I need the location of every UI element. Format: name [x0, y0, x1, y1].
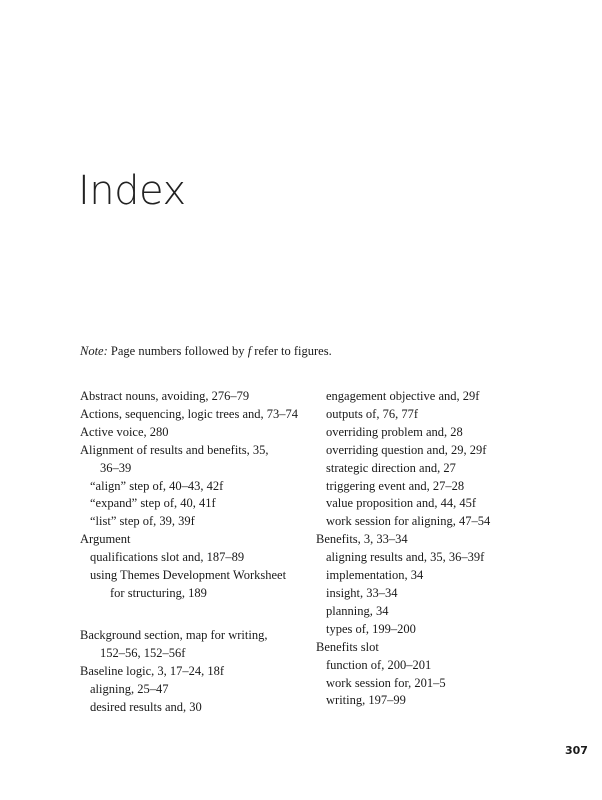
page-number: 307	[565, 744, 588, 757]
index-subentry: 152–56, 152–56f	[100, 645, 186, 660]
index-subentry: for structuring, 189	[110, 585, 207, 600]
index-entry: Abstract nouns, avoiding, 276–79	[80, 389, 250, 403]
index-subentry: implementation, 34	[326, 568, 424, 583]
entry-gap	[80, 603, 310, 627]
index-subentry: planning, 34	[326, 603, 389, 618]
index-subentry: aligning, 25–47	[90, 681, 169, 696]
index-subentry: aligning results and, 35, 36–39f	[326, 550, 485, 565]
index-column-right: engagement objective and, 29f outputs of,…	[316, 388, 546, 710]
index-subentry: types of, 199–200	[326, 621, 416, 636]
index-subentry: work session for aligning, 47–54	[326, 514, 491, 529]
index-column-left: Abstract nouns, avoiding, 276–79 Actions,…	[80, 388, 310, 716]
index-subentry: outputs of, 76, 77f	[326, 406, 419, 421]
index-subentry: insight, 33–34	[326, 585, 398, 600]
index-entry: Actions, sequencing, logic trees and, 73…	[80, 406, 299, 421]
index-entry: Benefits slot	[316, 639, 379, 654]
note-text: Page numbers followed by	[107, 344, 248, 358]
note-f: f	[247, 344, 252, 358]
index-subentry: overriding problem and, 28	[326, 424, 463, 439]
index-entry: Argument	[80, 532, 131, 547]
index-note: Note: Page numbers followed by f refer t…	[80, 344, 332, 359]
index-subentry: qualifications slot and, 187–89	[90, 550, 245, 565]
index-entry: Baseline logic, 3, 17–24, 18f	[80, 663, 225, 678]
index-subentry: “expand” step of, 40, 41f	[90, 496, 216, 511]
index-entry: Active voice, 280	[80, 424, 169, 439]
index-entry: Alignment of results and benefits, 35,	[80, 442, 269, 457]
index-entry: Benefits, 3, 33–34	[316, 532, 408, 547]
index-subentry: overriding question and, 29, 29f	[326, 442, 487, 457]
index-subentry: work session for, 201–5	[326, 675, 446, 690]
index-subentry: “list” step of, 39, 39f	[90, 514, 195, 529]
note-label: Note:	[80, 344, 108, 358]
index-subentry: triggering event and, 27–28	[326, 478, 465, 493]
index-subentry: value proposition and, 44, 45f	[326, 496, 476, 511]
index-subentry: desired results and, 30	[90, 699, 202, 714]
index-subentry: using Themes Development Worksheet	[90, 568, 287, 583]
index-subentry: writing, 197–99	[326, 693, 406, 708]
index-subentry: “align” step of, 40–43, 42f	[90, 478, 224, 493]
index-subentry: 36–39	[100, 460, 132, 475]
index-subentry: engagement objective and, 29f	[326, 389, 480, 403]
note-text-end: refer to figures.	[251, 344, 332, 358]
index-subentry: strategic direction and, 27	[326, 460, 456, 475]
index-subentry: function of, 200–201	[326, 657, 432, 672]
page-title: Index	[78, 168, 186, 214]
index-entry: Background section, map for writing,	[80, 627, 268, 642]
